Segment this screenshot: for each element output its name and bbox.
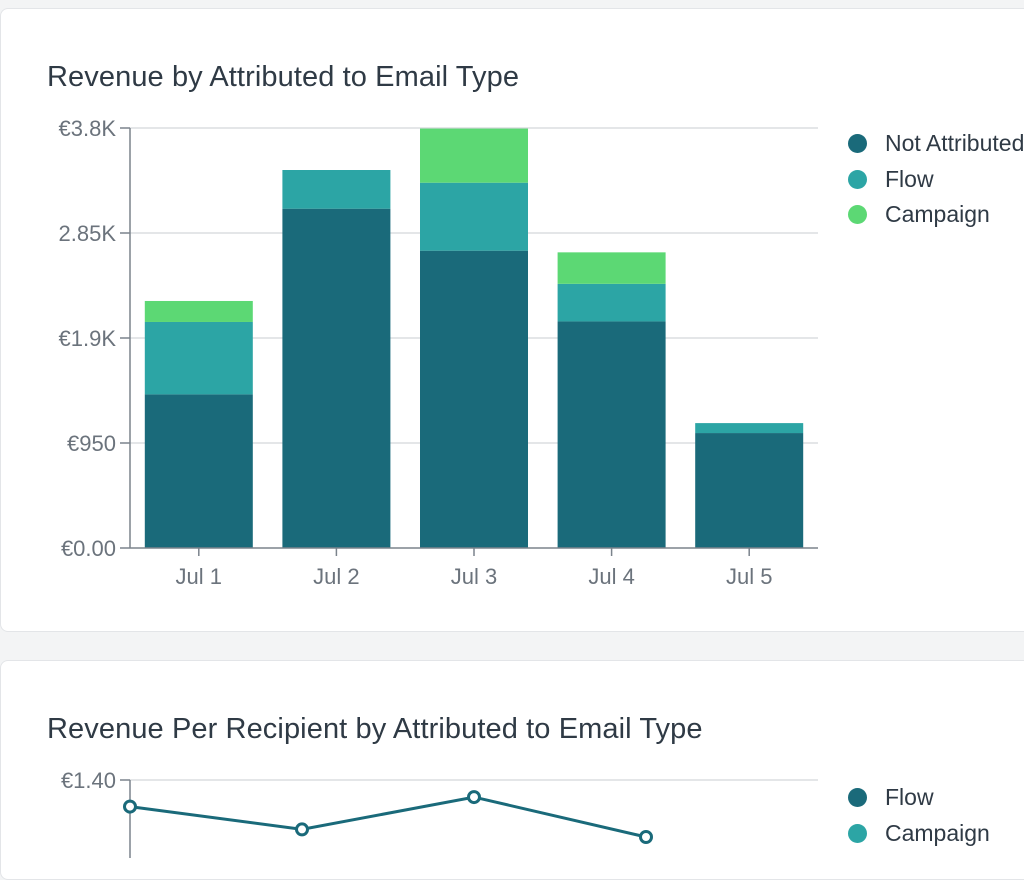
x-tick-label: Jul 1: [176, 564, 222, 589]
legend-label: Not Attributed: [885, 130, 1024, 157]
revenue-bar-chart: €0.00 €950 €1.9K 2.85K €3.8K Jul 1 Jul 2 Jul 3 J…: [59, 116, 818, 589]
y-tick-label: €0.00: [61, 536, 116, 561]
x-tick-label: Jul 5: [726, 564, 772, 589]
legend-label: Flow: [885, 165, 934, 192]
legend-item[interactable]: Flow: [848, 780, 990, 816]
legend-swatch: [848, 823, 867, 843]
legend-swatch: [848, 134, 867, 154]
y-tick-label: €1.40: [61, 768, 116, 793]
data-point[interactable]: [639, 830, 653, 844]
bar-segment[interactable]: [420, 128, 528, 183]
data-point[interactable]: [123, 799, 137, 814]
bar-segment[interactable]: [557, 321, 666, 548]
chart-legend: Flow Campaign: [848, 780, 990, 851]
legend-swatch: [848, 788, 867, 808]
data-point[interactable]: [467, 790, 481, 805]
y-tick-label: €950: [67, 431, 116, 456]
legend-label: Campaign: [885, 819, 990, 846]
y-tick-label: €1.9K: [59, 326, 117, 351]
y-tick-label: 2.85K: [59, 221, 117, 246]
chart-title: Revenue Per Recipient by Attributed to E…: [47, 713, 703, 745]
bar-segment[interactable]: [420, 250, 528, 548]
x-tick-label: Jul 3: [451, 564, 497, 589]
bar-segment[interactable]: [695, 423, 804, 434]
chart-title: Revenue by Attributed to Email Type: [47, 61, 520, 93]
legend-label: Flow: [885, 784, 934, 811]
legend-item[interactable]: Campaign: [848, 816, 990, 852]
legend-swatch: [848, 169, 867, 189]
bar-segment[interactable]: [144, 300, 253, 322]
legend-item[interactable]: Campaign: [848, 197, 1024, 233]
bar-segment[interactable]: [557, 252, 666, 284]
revenue-per-recipient-line-chart: €1.40: [61, 768, 818, 858]
bar-segment[interactable]: [695, 433, 804, 548]
data-point[interactable]: [295, 822, 309, 837]
bar-segment[interactable]: [144, 394, 253, 548]
bar-segment[interactable]: [282, 208, 391, 548]
bar-segment[interactable]: [420, 182, 528, 251]
chart-legend: Not Attributed Flow Campaign: [848, 126, 1024, 233]
legend-label: Campaign: [885, 201, 990, 228]
series-line: [129, 795, 647, 839]
legend-item[interactable]: Flow: [848, 162, 1024, 198]
bar-segment[interactable]: [557, 283, 666, 322]
x-tick-label: Jul 4: [588, 564, 634, 589]
bar-segment[interactable]: [144, 321, 253, 395]
legend-swatch: [848, 205, 867, 225]
bar-segment[interactable]: [282, 170, 391, 209]
y-tick-label: €3.8K: [59, 116, 117, 141]
legend-item[interactable]: Not Attributed: [848, 126, 1024, 162]
x-tick-label: Jul 2: [313, 564, 359, 589]
